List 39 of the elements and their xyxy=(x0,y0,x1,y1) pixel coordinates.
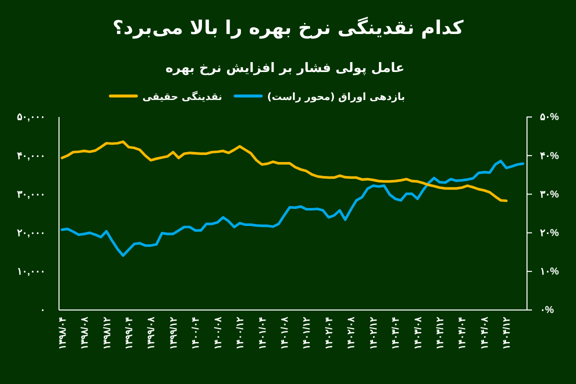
y2-tick-label: ۳۰% xyxy=(540,189,559,200)
x-tick-label: ۱۳۹۹/۰۸ xyxy=(146,316,158,350)
x-tick-label: ۱۴۰۰/۱۲ xyxy=(235,316,246,350)
y-tick-label: ۰ xyxy=(40,305,45,316)
x-tick-label: ۱۴۰۱/۰۴ xyxy=(257,317,268,350)
x-tick-label: ۱۴۰۱/۰۸ xyxy=(279,316,290,350)
line-series xyxy=(60,160,524,257)
y-tick-label: ۳۰,۰۰۰ xyxy=(17,189,45,200)
y-tick-label: ۲۰,۰۰۰ xyxy=(17,228,45,239)
y2-tick-label: ۲۰% xyxy=(540,228,559,239)
x-tick-label: ۱۴۰۲/۰۴ xyxy=(324,317,335,350)
y-tick-label: ۵۰,۰۰۰ xyxy=(17,112,45,124)
line-series xyxy=(60,140,508,202)
y2-tick-label: ۵۰% xyxy=(540,112,559,124)
y-tick-label: ۱۰,۰۰۰ xyxy=(17,266,45,278)
legend-label: بازدهی اوراق (محور راست) xyxy=(267,92,405,103)
x-tick-label: ۱۴۰۲/۱۲ xyxy=(368,316,380,350)
x-tick-label: ۱۴۰۴/۱۲ xyxy=(502,316,513,350)
x-tick-label: ۱۴۰۰/۰۴ xyxy=(190,317,202,350)
x-tick-label: ۱۳۹۹/۰۴ xyxy=(124,317,135,350)
x-tick-label: ۱۴۰۳/۰۴ xyxy=(390,317,402,350)
x-tick-label: ۱۴۰۰/۰۸ xyxy=(212,316,224,350)
x-tick-label: ۱۴۰۲/۰۸ xyxy=(346,316,358,350)
x-tick-label: ۱۴۰۴/۰۸ xyxy=(479,316,490,350)
x-tick-label: ۱۳۹۸/۱۲ xyxy=(102,316,113,350)
y2-tick-label: ۱۰% xyxy=(540,266,559,278)
x-tick-label: ۱۴۰۳/۱۲ xyxy=(435,316,446,350)
x-tick-label: ۱۴۰۱/۱۲ xyxy=(302,316,313,350)
x-tick-label: ۱۳۹۸/۰۸ xyxy=(80,316,91,350)
legend-label: نقدینگی حقیقی xyxy=(142,90,222,103)
chart-subtitle: عامل پولی فشار بر افزایش نرخ بهره xyxy=(165,61,405,76)
chart-title: کدام نقدینگی نرخ بهره را بالا می‌برد؟ xyxy=(112,16,464,39)
x-tick-label: ۱۳۹۹/۱۲ xyxy=(168,316,180,350)
x-tick-label: ۱۳۹۸/۰۴ xyxy=(57,317,68,350)
y-tick-label: ۴۰,۰۰۰ xyxy=(17,150,45,162)
x-tick-label: ۱۴۰۴/۰۴ xyxy=(457,317,468,350)
x-tick-label: ۱۴۰۳/۰۸ xyxy=(412,316,424,350)
y2-tick-label: ۰% xyxy=(540,305,554,316)
y2-tick-label: ۴۰% xyxy=(540,150,559,162)
